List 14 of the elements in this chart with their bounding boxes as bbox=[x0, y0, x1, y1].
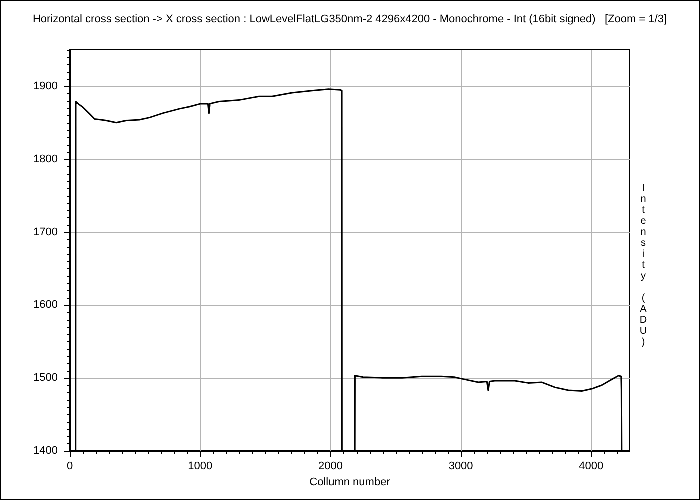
x-tick-label: 1000 bbox=[188, 460, 213, 472]
chart-title: Horizontal cross section -> X cross section : LowLevelFlatLG350nm-2 4296x4200 - Monochrome - Int (16bit signed) [Zoom = 1/3] bbox=[32, 14, 668, 26]
x-tick-label: 3000 bbox=[448, 460, 474, 472]
y-tick-label: 1500 bbox=[34, 372, 58, 384]
x-tick-label: 2000 bbox=[318, 460, 343, 472]
y-tick-label: 1900 bbox=[34, 80, 58, 92]
y-axis-title: Intensity (ADU) bbox=[638, 183, 649, 348]
y-tick-label: 1400 bbox=[34, 445, 58, 457]
y-tick-label: 1800 bbox=[34, 153, 58, 166]
y-tick-label: 1600 bbox=[34, 299, 58, 312]
x-axis-title: Collumn number bbox=[310, 476, 391, 488]
x-tick-label: 4000 bbox=[579, 460, 604, 472]
y-tick-label: 1700 bbox=[34, 226, 58, 238]
x-tick-label: 0 bbox=[66, 460, 74, 472]
